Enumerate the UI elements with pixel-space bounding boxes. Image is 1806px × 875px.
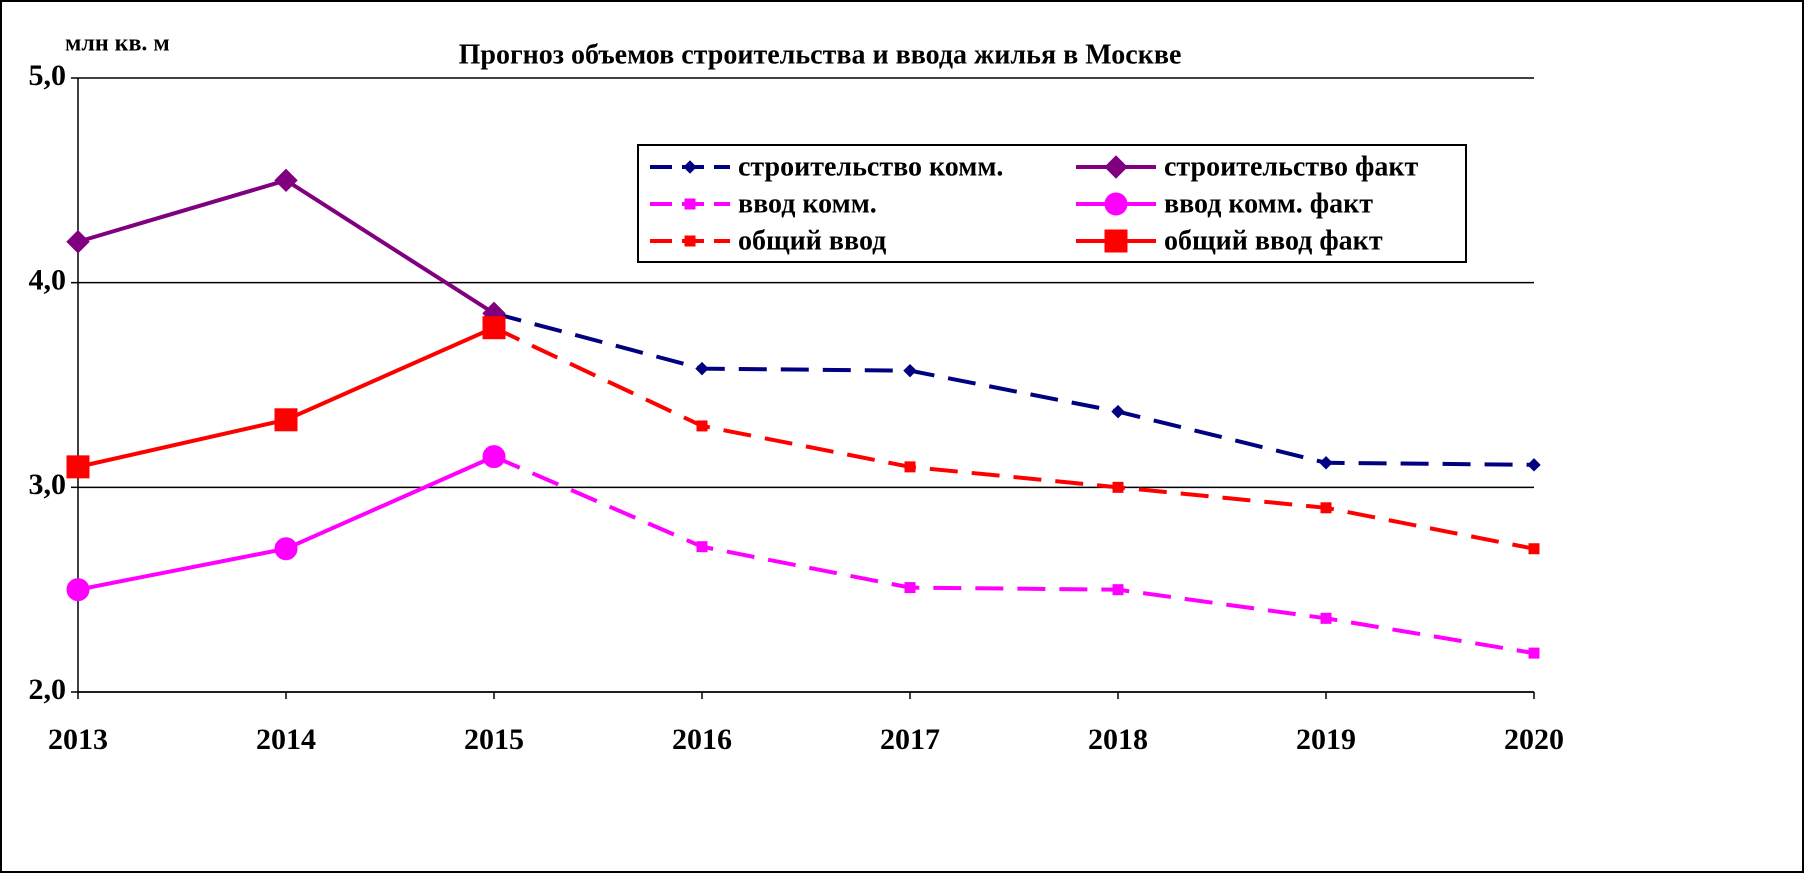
marker [1112,481,1124,493]
x-tick-label: 2018 [1088,723,1148,756]
marker [684,235,696,247]
series-line [493,325,1535,551]
legend: строительство комм. строительство факт вво… [637,144,1467,263]
marker [1527,458,1541,472]
legend-label: строительство факт [1164,151,1419,182]
marker [904,582,916,594]
marker [1320,612,1332,624]
marker [66,455,90,479]
marker [684,198,696,210]
marker [1104,229,1128,253]
marker [274,408,298,432]
marker [1104,192,1128,216]
legend-label: общий ввод [738,225,886,256]
marker [1112,584,1124,596]
y-axis-label: млн кв. м [65,31,170,57]
x-tick-label: 2019 [1296,723,1356,756]
marker [1111,404,1125,419]
legend-label: общий ввод факт [1164,225,1383,256]
series-line [493,454,1535,656]
y-tick-label: 2,0 [29,673,67,706]
marker [66,578,90,602]
y-tick-label: 3,0 [29,468,67,501]
marker [66,230,90,254]
marker [1528,543,1540,555]
legend-label: ввод комм. факт [1164,188,1373,219]
x-tick-label: 2015 [464,723,524,756]
x-tick-label: 2020 [1504,723,1564,756]
x-tick-label: 2013 [48,723,108,756]
y-tick-label: 5,0 [29,59,67,92]
marker [903,363,917,378]
marker [482,445,506,469]
marker [1320,502,1332,514]
x-tick-label: 2014 [256,723,316,756]
marker [482,316,506,340]
legend-label: строительство комм. [738,151,1003,182]
marker [274,537,298,561]
marker [695,361,709,376]
x-tick-label: 2017 [880,723,940,756]
legend-label: ввод комм. [738,188,877,219]
marker [274,168,298,193]
x-tick-label: 2016 [672,723,732,756]
marker [696,420,708,432]
chart-title: Прогноз объемов строительства и ввода жи… [459,39,1182,70]
marker [1528,647,1540,659]
marker [683,160,697,174]
y-tick-label: 4,0 [29,264,67,297]
marker [696,541,708,553]
legend-box [637,144,1467,263]
marker [1104,155,1128,179]
marker [1319,456,1333,470]
marker [904,461,916,473]
series-line [493,311,1535,467]
